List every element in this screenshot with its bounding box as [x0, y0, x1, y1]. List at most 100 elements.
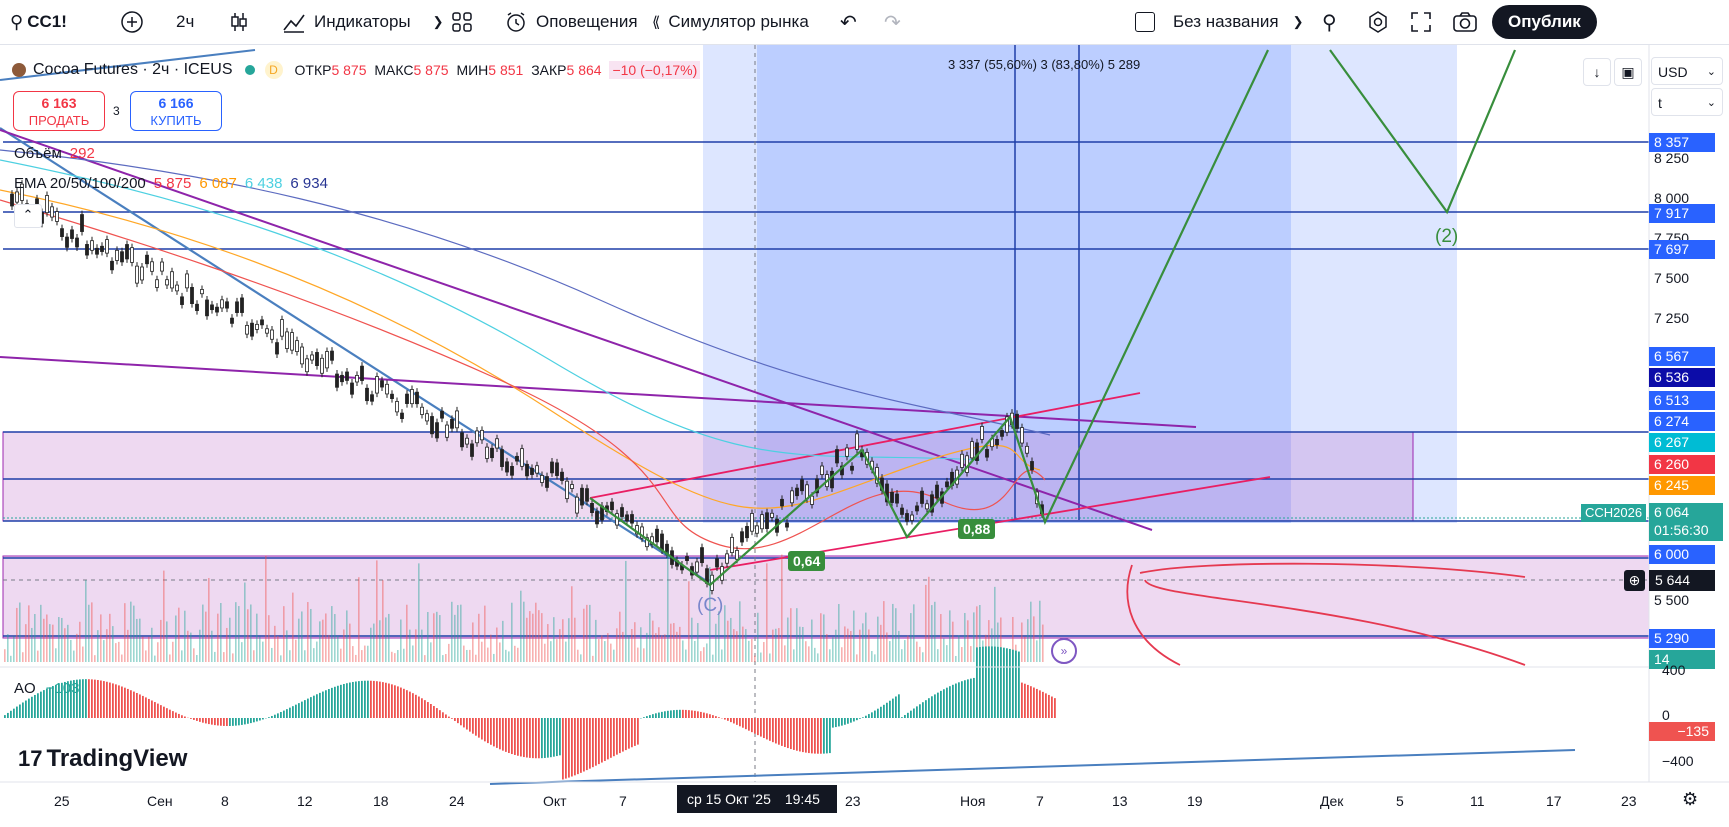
volume-bar: [808, 646, 810, 662]
volume-bar: [535, 602, 537, 662]
ema-legend[interactable]: EMA 20/50/100/200 5 875 6 087 6 438 6 93…: [14, 175, 328, 192]
volume-bar: [13, 636, 15, 662]
volume-bar: [757, 612, 759, 662]
currency-select[interactable]: USD ⌄: [1651, 57, 1723, 85]
volume-bar: [361, 650, 363, 662]
symbol-search[interactable]: ⚲ CC1!: [10, 0, 67, 44]
volume-legend[interactable]: Объём 292: [14, 145, 95, 162]
volume-bar: [274, 625, 276, 662]
volume-bar: [418, 563, 420, 662]
candle-body: [45, 195, 49, 214]
candle-body: [640, 526, 644, 539]
price-tick: 7 500: [1654, 270, 1690, 286]
ao-bar: [490, 718, 492, 745]
candle-body: [240, 297, 244, 313]
ao-bar: [274, 714, 276, 718]
chevron-down-icon[interactable]: ❯: [432, 14, 444, 29]
volume-bar: [232, 653, 234, 662]
alerts-button[interactable]: Оповещения: [504, 0, 638, 44]
volume-bar: [976, 606, 978, 662]
volume-bar: [898, 630, 900, 662]
add-alert-icon[interactable]: ⊕: [1624, 570, 1645, 591]
fullscreen-button[interactable]: [1410, 0, 1432, 44]
ao-bar: [1051, 696, 1053, 718]
redo-button[interactable]: ↷: [884, 0, 901, 44]
candle-body: [55, 211, 59, 222]
red-sketch: [1126, 562, 1526, 666]
price-level-tag: 6 000: [1649, 545, 1715, 564]
volume-bar: [652, 620, 654, 662]
candle-body: [810, 495, 814, 505]
scroll-to-realtime-icon[interactable]: »: [1051, 638, 1077, 664]
symbol-title[interactable]: Cocoa Futures · 2ч · ICEUS: [33, 61, 233, 78]
candle-body: [455, 410, 459, 429]
replay-button[interactable]: ⟪ Симулятор рынка: [652, 0, 809, 44]
unit-select[interactable]: t ⌄: [1651, 88, 1723, 116]
ao-bar: [439, 710, 441, 718]
ao-bar: [532, 718, 534, 759]
collapse-legend-button[interactable]: ⌃: [14, 204, 42, 228]
ao-bar: [778, 718, 780, 745]
volume-bar: [481, 641, 483, 662]
candle-body: [905, 513, 909, 522]
volume-bar: [4, 649, 6, 662]
volume-bar: [409, 629, 411, 662]
publish-button[interactable]: Опублик: [1492, 5, 1597, 39]
candle-body: [335, 373, 339, 388]
candle-body: [165, 279, 169, 286]
quick-search-button[interactable]: ⚲: [1322, 0, 1337, 44]
ao-bar: [745, 718, 747, 730]
volume-bar: [76, 633, 78, 662]
ao-bar: [7, 712, 9, 718]
ao-bar: [52, 686, 54, 718]
ao-bar: [574, 718, 576, 776]
ao-bar: [139, 694, 141, 718]
interval-button[interactable]: 2ч: [176, 12, 195, 31]
volume-bar: [868, 629, 870, 662]
sell-button[interactable]: 6 163 ПРОДАТЬ: [13, 91, 105, 131]
volume-bar: [967, 620, 969, 662]
volume-bar: [310, 608, 312, 662]
candle-body: [120, 251, 124, 263]
ao-bar: [109, 682, 111, 718]
ao-bar: [883, 704, 885, 718]
ao-bar: [217, 718, 219, 726]
volume-bar: [160, 619, 162, 662]
ao-bar: [121, 686, 123, 718]
volume-bar: [145, 650, 147, 662]
price-chart[interactable]: [0, 45, 1729, 827]
volume-bar: [700, 651, 702, 662]
settings-button[interactable]: [1366, 0, 1390, 44]
chart-type-button[interactable]: [228, 0, 250, 44]
ao-bar: [103, 681, 105, 718]
ao-bar: [952, 684, 954, 718]
templates-button[interactable]: [451, 0, 473, 44]
candle-body: [910, 514, 914, 521]
download-button[interactable]: ↓: [1583, 58, 1611, 86]
indicators-button[interactable]: Индикаторы ❯: [282, 0, 444, 44]
ao-bar: [853, 718, 855, 722]
buy-button[interactable]: 6 166 КУПИТЬ: [130, 91, 222, 131]
volume-bar: [865, 612, 867, 662]
volume-bar: [85, 580, 87, 662]
ao-legend[interactable]: AO −103: [14, 680, 80, 697]
candle-body: [985, 449, 989, 458]
ao-bar: [1033, 687, 1035, 718]
volume-bar: [121, 654, 123, 662]
candle-body: [510, 466, 514, 476]
ao-bar: [895, 696, 897, 718]
ao-bar: [862, 717, 864, 718]
volume-bar: [874, 654, 876, 662]
candle-body: [415, 391, 419, 405]
restore-button[interactable]: ▣: [1614, 58, 1642, 86]
settings-gear-bottom[interactable]: ⚙: [1682, 789, 1699, 809]
undo-button[interactable]: ↶: [840, 0, 857, 44]
candle-body: [130, 247, 134, 263]
ao-bar: [796, 718, 798, 751]
ao-bar: [1042, 691, 1044, 718]
snapshot-button[interactable]: [1452, 0, 1478, 44]
chevron-down-icon[interactable]: ❯: [1292, 14, 1304, 29]
layout-button[interactable]: Без названия ❯: [1135, 0, 1304, 44]
compare-button[interactable]: [120, 0, 144, 44]
volume-bar: [844, 626, 846, 662]
